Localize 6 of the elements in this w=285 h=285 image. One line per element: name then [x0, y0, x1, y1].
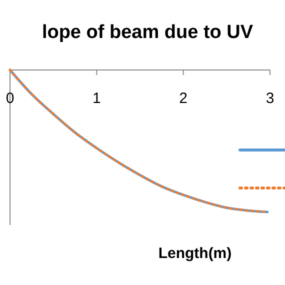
- x-tick-label: 3: [266, 90, 274, 107]
- x-tick-label: 0: [6, 90, 14, 107]
- chart-title: lope of beam due to UV: [42, 22, 254, 43]
- x-tick-label: 2: [179, 90, 188, 107]
- x-axis-title: Length(m): [158, 245, 232, 262]
- x-tick-label: 1: [92, 90, 101, 107]
